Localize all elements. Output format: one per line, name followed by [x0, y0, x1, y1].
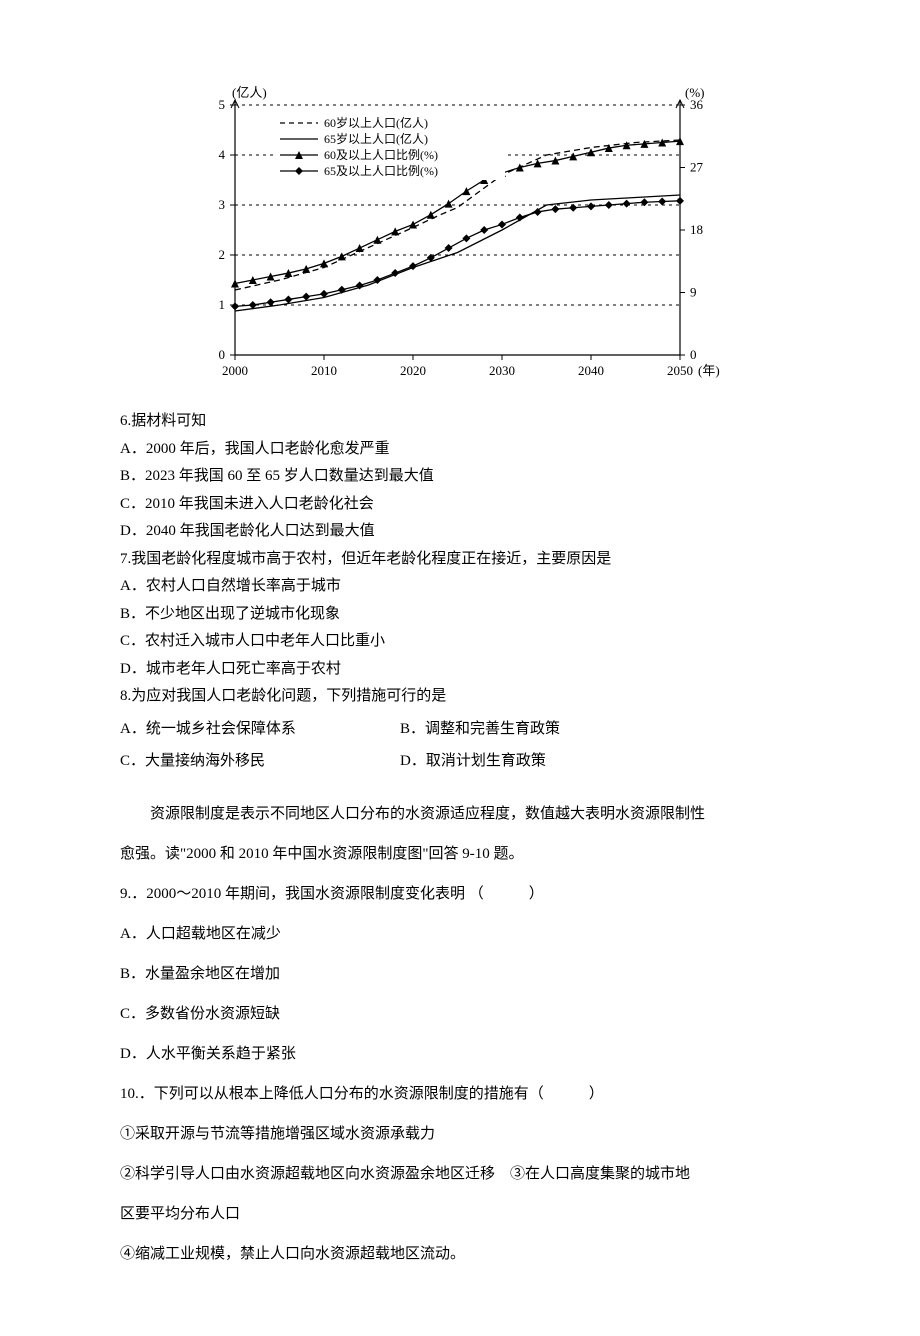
svg-text:60岁以上人口(亿人): 60岁以上人口(亿人) — [324, 115, 428, 130]
svg-text:5: 5 — [219, 97, 226, 112]
q6-option-c: C．2010 年我国未进入人口老龄化社会 — [120, 493, 800, 516]
q9-stem: 9.．2000～2010 年期间，我国水资源限制度变化表明 （ ） — [120, 876, 800, 912]
svg-text:2000: 2000 — [222, 363, 248, 378]
svg-text:0: 0 — [219, 347, 226, 362]
q7-option-d: D．城市老年人口死亡率高于农村 — [120, 658, 800, 681]
q6-option-a: A．2000 年后，我国人口老龄化愈发严重 — [120, 438, 800, 461]
q10-line2: ②科学引导人口由水资源超载地区向水资源盈余地区迁移 ③在人口高度集聚的城市地 — [120, 1156, 800, 1192]
svg-text:2040: 2040 — [578, 363, 604, 378]
passage-line2: 愈强。读"2000 和 2010 年中国水资源限制度图"回答 9-10 题。 — [120, 836, 800, 872]
q7-option-b: B．不少地区出现了逆城市化现象 — [120, 603, 800, 626]
svg-text:27: 27 — [690, 160, 704, 175]
q8-option-c: C．大量接纳海外移民 — [120, 750, 400, 773]
svg-text:60及以上人口比例(%): 60及以上人口比例(%) — [324, 148, 438, 162]
q9-option-c: C．多数省份水资源短缺 — [120, 996, 800, 1032]
q10-line4: ④缩减工业规模，禁止人口向水资源超载地区流动。 — [120, 1236, 800, 1272]
svg-text:0: 0 — [690, 347, 697, 362]
q10-line3: 区要平均分布人口 — [120, 1196, 800, 1232]
q9-option-d: D．人水平衡关系趋于紧张 — [120, 1036, 800, 1072]
svg-text:3: 3 — [219, 197, 226, 212]
chart-svg: 200020102020203020402050(年)012345(亿人)091… — [180, 80, 740, 400]
svg-text:(亿人): (亿人) — [232, 85, 267, 100]
svg-text:2020: 2020 — [400, 363, 426, 378]
svg-text:9: 9 — [690, 285, 697, 300]
svg-text:(年): (年) — [698, 363, 720, 378]
q6-stem: 6.据材料可知 — [120, 410, 800, 433]
svg-text:2010: 2010 — [311, 363, 337, 378]
svg-text:65及以上人口比例(%): 65及以上人口比例(%) — [324, 164, 438, 178]
q7-option-a: A．农村人口自然增长率高于城市 — [120, 575, 800, 598]
q7-stem: 7.我国老龄化程度城市高于农村，但近年老龄化程度正在接近，主要原因是 — [120, 548, 800, 571]
q8-option-a: A．统一城乡社会保障体系 — [120, 718, 400, 741]
svg-text:65岁以上人口(亿人): 65岁以上人口(亿人) — [324, 131, 428, 146]
q8-option-b: B．调整和完善生育政策 — [400, 718, 560, 741]
q7-option-c: C．农村迁入城市人口中老年人口比重小 — [120, 630, 800, 653]
q10-line1: ①采取开源与节流等措施增强区域水资源承载力 — [120, 1116, 800, 1152]
svg-text:2050: 2050 — [667, 363, 693, 378]
q8-stem: 8.为应对我国人口老龄化问题，下列措施可行的是 — [120, 685, 800, 708]
q9-option-b: B．水量盈余地区在增加 — [120, 956, 800, 992]
svg-text:2030: 2030 — [489, 363, 515, 378]
q10-stem: 10.．下列可以从根本上降低人口分布的水资源限制度的措施有（ ） — [120, 1076, 800, 1112]
q9-option-a: A．人口超载地区在减少 — [120, 916, 800, 952]
svg-text:2: 2 — [219, 247, 226, 262]
aging-population-chart: 200020102020203020402050(年)012345(亿人)091… — [180, 80, 740, 400]
svg-text:18: 18 — [690, 222, 703, 237]
svg-text:(%): (%) — [685, 85, 705, 100]
q8-option-d: D．取消计划生育政策 — [400, 750, 546, 773]
svg-text:4: 4 — [219, 147, 226, 162]
q6-option-d: D．2040 年我国老龄化人口达到最大值 — [120, 520, 800, 543]
svg-text:1: 1 — [219, 297, 226, 312]
q6-option-b: B．2023 年我国 60 至 65 岁人口数量达到最大值 — [120, 465, 800, 488]
passage-line1: 资源限制度是表示不同地区人口分布的水资源适应程度，数值越大表明水资源限制性 — [120, 796, 800, 832]
